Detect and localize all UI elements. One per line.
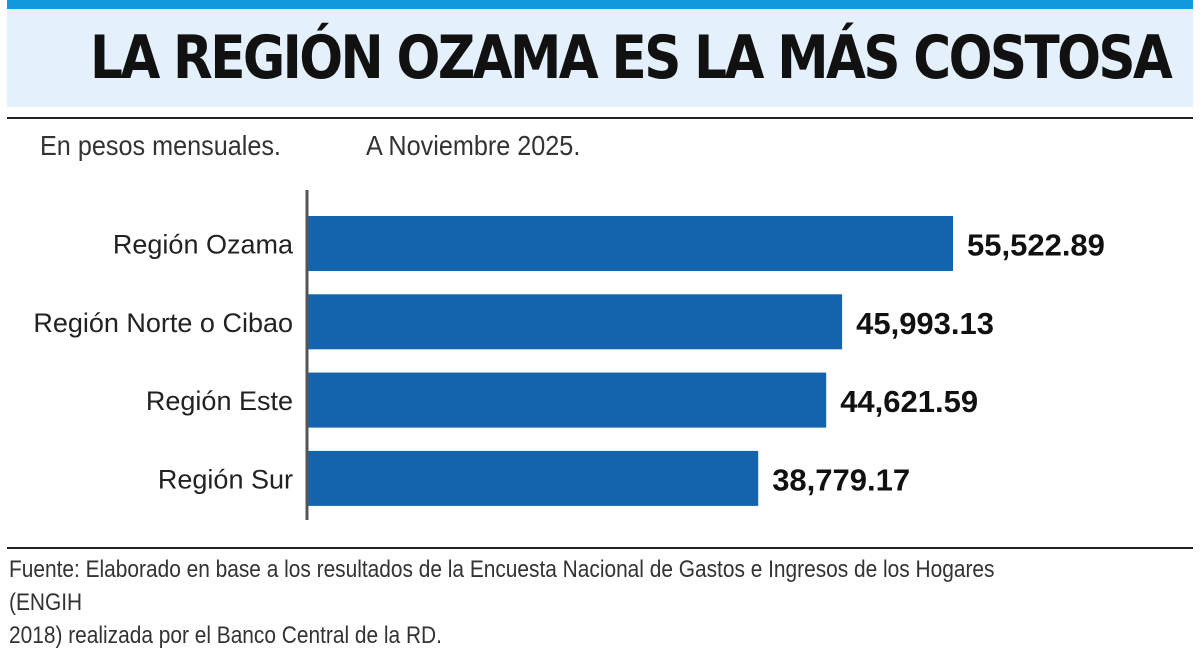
source-line-1: Fuente: Elaborado en base a los resultad… <box>9 556 995 616</box>
bars-layer <box>307 216 953 506</box>
value-label-2: 45,993.13 <box>856 306 994 341</box>
header-divider <box>7 117 1193 119</box>
value-label-3: 44,621.59 <box>840 384 978 419</box>
bar-4 <box>307 450 759 506</box>
value-label-4: 38,779.17 <box>772 462 910 497</box>
top-accent-stripe <box>7 0 1193 9</box>
bar-2 <box>307 294 843 350</box>
category-label-2: Región Norte o Cibao <box>33 308 293 338</box>
source-note: Fuente: Elaborado en base a los resultad… <box>9 553 1053 652</box>
footer-divider <box>7 547 1193 549</box>
bar-3 <box>307 372 827 428</box>
category-label-1: Región Ozama <box>113 230 294 260</box>
value-label-1: 55,522.89 <box>967 228 1105 263</box>
unit-note: En pesos mensuales. <box>40 130 281 161</box>
bar-chart: Región Ozama 55,522.89 Región Norte o Ciba… <box>33 190 1105 520</box>
labels-layer: Región Ozama 55,522.89 Región Norte o Ciba… <box>33 228 1105 498</box>
date-note: A Noviembre 2025. <box>366 130 581 161</box>
source-line-2: 2018) realizada por el Banco Central de … <box>9 622 442 649</box>
bar-1 <box>307 216 953 271</box>
category-label-4: Región Sur <box>158 464 293 494</box>
chart-title: LA REGIÓN OZAMA ES LA MÁS COSTOSA <box>90 23 1173 93</box>
category-label-3: Región Este <box>146 386 293 416</box>
title-band: LA REGIÓN OZAMA ES LA MÁS COSTOSA <box>7 9 1193 107</box>
